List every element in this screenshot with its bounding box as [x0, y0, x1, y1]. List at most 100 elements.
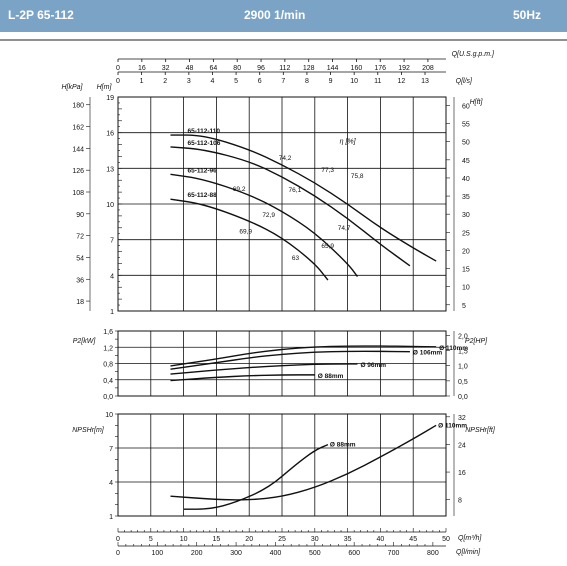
hp-tick-label: 1,5: [458, 349, 468, 356]
gpm-tick-label: 32: [162, 65, 170, 72]
npshft-tick-label: 24: [458, 442, 466, 449]
m3h-tick-label: 15: [213, 536, 221, 543]
ls-tick-label: 0: [116, 78, 120, 85]
gpm-tick-label: 16: [138, 65, 146, 72]
power-curve-label-0: Ø 110mm: [439, 345, 468, 352]
lmin-tick-label: 500: [309, 550, 321, 557]
ls-tick-label: 2: [163, 78, 167, 85]
efficiency-value-4: 76,1: [289, 187, 302, 194]
ls-tick-label: 6: [258, 78, 262, 85]
hm-axis-label: H[m]: [97, 84, 113, 91]
lmin-tick-label: 400: [270, 550, 282, 557]
npshm-tick-label: 1: [109, 514, 113, 521]
kw-tick-label: 1,6: [103, 329, 113, 336]
kw-tick-label: 0,0: [103, 394, 113, 401]
hm-tick-label: 13: [106, 166, 114, 173]
kpa-tick-label: 108: [72, 190, 84, 197]
npshft-tick-label: 8: [458, 498, 462, 505]
m3h-axis-label: Q[m³/h]: [458, 535, 482, 542]
lmin-tick-label: 300: [230, 550, 242, 557]
hm-tick-label: 10: [106, 202, 114, 209]
ls-tick-label: 10: [350, 78, 358, 85]
efficiency-value-5: 77,3: [321, 167, 334, 174]
m3h-tick-label: 20: [245, 536, 253, 543]
head-curve-3: [170, 198, 329, 281]
npsh-curve-label-0: Ø 110mm: [438, 422, 467, 429]
power-curve-label-1: Ø 106mm: [413, 350, 442, 357]
head-curve-2: [170, 173, 358, 277]
ls-tick-label: 11: [374, 78, 381, 85]
model-title: L-2P 65-112: [8, 8, 74, 22]
ls-axis-label: Q[l/s]: [456, 78, 473, 85]
efficiency-value-9: 63: [292, 255, 300, 262]
ls-tick-label: 9: [329, 78, 333, 85]
head-curve-label-1: 65-112-106: [187, 140, 220, 147]
npshm-tick-label: 10: [105, 412, 113, 419]
kpa-tick-label: 162: [72, 125, 84, 132]
kpa-tick-label: 54: [76, 255, 84, 262]
ls-tick-label: 1: [140, 78, 144, 85]
power-curve-1: [170, 350, 410, 370]
head-curve-0: [170, 134, 437, 262]
ls-tick-label: 13: [421, 78, 429, 85]
ft-tick-label: 15: [462, 267, 470, 274]
head-curve-label-2: 65-112-96: [187, 167, 217, 174]
gpm-tick-label: 64: [209, 65, 217, 72]
lmin-axis-label: Q[l/min]: [456, 549, 481, 556]
m3h-tick-label: 45: [409, 536, 417, 543]
m3h-tick-label: 40: [377, 536, 385, 543]
kpa-tick-label: 36: [76, 277, 84, 284]
kw-tick-label: 1,2: [103, 345, 113, 352]
hp-tick-label: 0,5: [458, 379, 468, 386]
kpa-tick-label: 72: [76, 234, 84, 241]
lmin-tick-label: 800: [427, 550, 439, 557]
m3h-tick-label: 25: [278, 536, 286, 543]
gpm-tick-label: 160: [351, 65, 363, 72]
ft-axis-label: H[ft]: [470, 99, 484, 106]
kpa-axis-label: H[kPa]: [61, 84, 83, 91]
npshm-tick-label: 7: [109, 446, 113, 453]
gpm-tick-label: 80: [233, 65, 241, 72]
hp-tick-label: 0,0: [458, 394, 468, 401]
hm-tick-label: 7: [110, 238, 114, 245]
frequency-label: 50Hz: [513, 8, 542, 22]
lmin-tick-label: 0: [116, 550, 120, 557]
efficiency-value-0: 69,2: [233, 186, 246, 193]
ft-tick-label: 40: [462, 176, 470, 183]
power-curve-2: [170, 363, 358, 375]
efficiency-value-2: 72,9: [262, 212, 275, 219]
kpa-tick-label: 126: [72, 168, 84, 175]
kpa-tick-label: 144: [72, 146, 84, 153]
power-curve-3: [170, 374, 315, 382]
ft-tick-label: 55: [462, 122, 470, 129]
head-curve-label-0: 65-112-110: [187, 128, 220, 135]
gpm-tick-label: 208: [422, 65, 434, 72]
hm-tick-label: 19: [106, 95, 114, 102]
ls-tick-label: 4: [211, 78, 215, 85]
npshft-tick-label: 16: [458, 470, 466, 477]
m3h-tick-label: 30: [311, 536, 319, 543]
hp-tick-label: 2,0: [458, 333, 468, 340]
npsh-curve-label-1: Ø 88mm: [330, 442, 356, 449]
gpm-tick-label: 128: [303, 65, 315, 72]
hp-axis-label: P2[HP]: [465, 338, 488, 345]
gpm-tick-label: 144: [327, 65, 339, 72]
head-curve-label-3: 65-112-88: [187, 192, 217, 199]
kpa-tick-label: 90: [76, 212, 84, 219]
efficiency-value-6: 75,8: [351, 173, 364, 180]
lmin-tick-label: 100: [152, 550, 164, 557]
ls-tick-label: 12: [397, 78, 405, 85]
speed-label: 2900 1/min: [244, 8, 306, 22]
ft-tick-label: 20: [462, 248, 470, 255]
ft-tick-label: 45: [462, 158, 470, 165]
gpm-tick-label: 96: [257, 65, 265, 72]
ls-tick-label: 5: [234, 78, 238, 85]
gpm-tick-label: 48: [186, 65, 194, 72]
power-curve-label-3: Ø 88mm: [318, 373, 344, 380]
gpm-tick-label: 0: [116, 65, 120, 72]
gpm-tick-label: 176: [374, 65, 386, 72]
kw-tick-label: 0,8: [103, 362, 113, 369]
npsh-curve-0: [170, 424, 437, 501]
npsh-curve-1: [183, 443, 329, 510]
